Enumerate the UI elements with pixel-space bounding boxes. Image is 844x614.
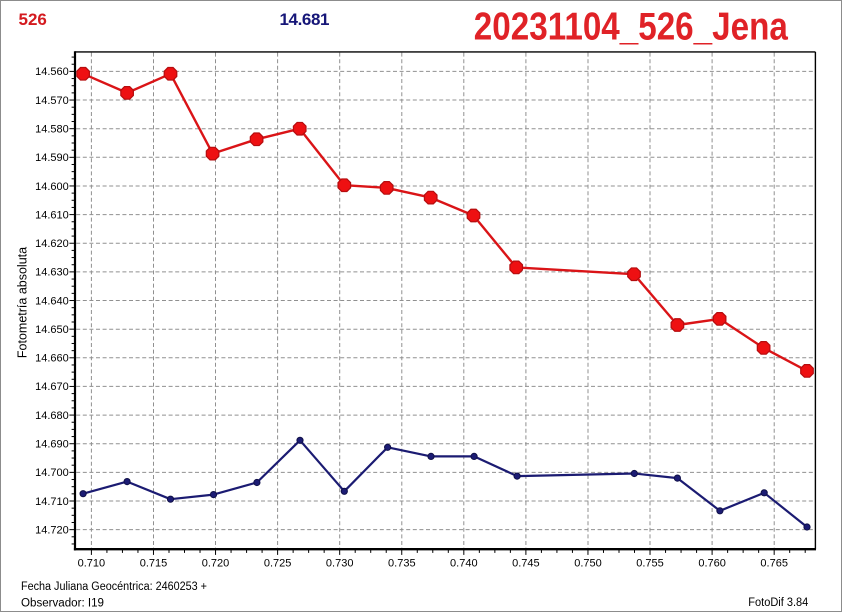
svg-text:14.620: 14.620 xyxy=(35,238,69,250)
svg-text:14.700: 14.700 xyxy=(35,467,69,479)
svg-text:14.640: 14.640 xyxy=(35,295,69,307)
svg-text:14.670: 14.670 xyxy=(35,381,69,393)
svg-text:526: 526 xyxy=(19,10,47,29)
svg-text:0.750: 0.750 xyxy=(574,558,602,570)
svg-text:14.710: 14.710 xyxy=(35,496,69,508)
svg-text:14.720: 14.720 xyxy=(35,524,69,536)
svg-text:Fecha Juliana Geocéntrica: 246: Fecha Juliana Geocéntrica: 2460253 + xyxy=(21,581,207,593)
svg-text:14.600: 14.600 xyxy=(35,181,69,193)
svg-text:0.730: 0.730 xyxy=(326,558,354,570)
svg-text:14.580: 14.580 xyxy=(35,124,69,136)
svg-text:0.760: 0.760 xyxy=(698,558,726,570)
svg-text:14.660: 14.660 xyxy=(35,353,69,365)
svg-text:0.755: 0.755 xyxy=(636,558,664,570)
svg-text:20231104_526_Jena: 20231104_526_Jena xyxy=(474,4,789,48)
svg-text:14.680: 14.680 xyxy=(35,410,69,422)
svg-text:Fotometría absoluta: Fotometría absoluta xyxy=(16,247,30,358)
svg-text:14.650: 14.650 xyxy=(35,324,69,336)
svg-text:0.710: 0.710 xyxy=(78,558,106,570)
svg-text:14.681: 14.681 xyxy=(280,10,330,29)
svg-text:0.720: 0.720 xyxy=(202,558,230,570)
svg-text:14.570: 14.570 xyxy=(35,95,69,107)
svg-text:FotoDif 3.84: FotoDif 3.84 xyxy=(748,597,809,609)
svg-text:Observador: I19: Observador: I19 xyxy=(21,597,104,609)
svg-text:0.715: 0.715 xyxy=(140,558,168,570)
svg-text:14.590: 14.590 xyxy=(35,152,69,164)
svg-text:0.725: 0.725 xyxy=(264,558,292,570)
svg-text:0.745: 0.745 xyxy=(512,558,540,570)
svg-text:14.630: 14.630 xyxy=(35,267,69,279)
svg-text:14.610: 14.610 xyxy=(35,209,69,221)
svg-text:0.740: 0.740 xyxy=(450,558,478,570)
svg-text:0.735: 0.735 xyxy=(388,558,416,570)
svg-text:0.765: 0.765 xyxy=(760,558,788,570)
svg-text:14.560: 14.560 xyxy=(35,66,69,78)
svg-text:14.690: 14.690 xyxy=(35,439,69,451)
